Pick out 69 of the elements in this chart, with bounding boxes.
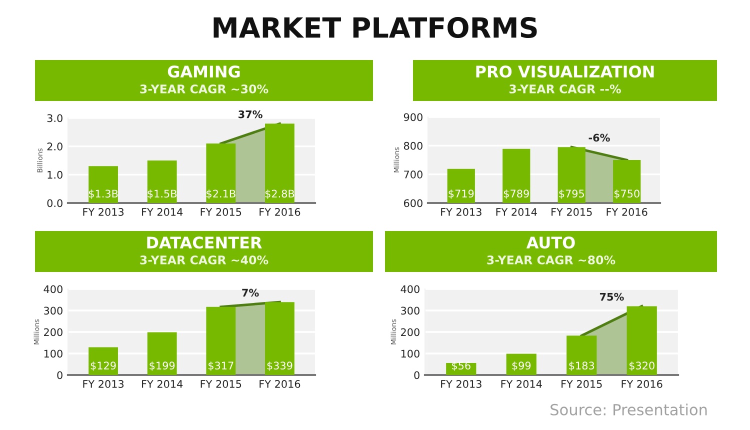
- data-label: $99: [512, 361, 531, 371]
- y-tick-label: 800: [404, 142, 422, 150]
- y-tick-label: 0: [414, 371, 420, 380]
- y-tick-label: 600: [404, 199, 422, 208]
- y-tick-label: 700: [404, 170, 422, 178]
- x-tick-label: FY 2016: [606, 208, 648, 216]
- x-tick-label: FY 2015: [552, 208, 592, 216]
- chart-subtitle: 3-YEAR CAGR ~30%: [140, 84, 268, 94]
- data-label: $129: [90, 361, 116, 371]
- bar: [147, 160, 177, 203]
- bar: [88, 166, 118, 203]
- x-tick-label: FY 2015: [562, 380, 602, 388]
- x-tick-label: FY 2015: [200, 208, 242, 216]
- chart-subtitle: 3-YEAR CAGR --%: [509, 84, 621, 94]
- y-tick-label: 0: [57, 371, 62, 380]
- annotation: 37%: [238, 110, 262, 118]
- y-tick-label: 3.0: [47, 114, 62, 122]
- bar: [88, 347, 118, 375]
- y-tick-label: 1.0: [48, 170, 62, 179]
- y-tick-label: 300: [401, 306, 420, 315]
- chart-subtitle: 3-YEAR CAGR ~40%: [140, 255, 268, 264]
- y-tick-label: 300: [44, 306, 62, 315]
- x-tick-label: FY 2014: [501, 380, 542, 388]
- x-tick-label: FY 2014: [142, 380, 183, 388]
- data-label: $183: [569, 361, 594, 371]
- y-tick-label: 900: [404, 113, 422, 122]
- x-tick-label: FY 2013: [83, 380, 124, 388]
- annotation: 75%: [600, 292, 624, 301]
- data-label: $317: [208, 361, 234, 371]
- y-tick-label: 200: [401, 328, 420, 336]
- x-tick-label: FY 2016: [260, 208, 300, 216]
- chart-title: GAMING: [168, 66, 240, 78]
- annotation: 7%: [242, 288, 259, 297]
- text: MARKET PLATFORMS: [214, 17, 537, 38]
- data-label: $339: [267, 361, 292, 371]
- bar: [147, 332, 177, 375]
- data-label: $2.8B: [265, 190, 294, 199]
- data-label: $199: [150, 361, 175, 371]
- data-label: $56: [452, 361, 470, 371]
- source-note: Source: Presentation: [550, 404, 707, 416]
- chart-title: DATACENTER: [147, 236, 262, 249]
- chart-title: PRO VISUALIZATION: [476, 66, 654, 78]
- data-label: $789: [504, 189, 529, 199]
- y-tick-label: 2.0: [47, 142, 62, 150]
- x-tick-label: FY 2014: [142, 208, 183, 216]
- x-tick-label: FY 2015: [200, 380, 242, 388]
- x-tick-label: FY 2016: [622, 380, 662, 388]
- x-tick-label: FY 2013: [441, 208, 482, 216]
- data-label: $1.3B: [88, 190, 118, 199]
- y-tick-label: 0.0: [47, 199, 62, 208]
- x-tick-label: FY 2016: [260, 380, 300, 388]
- bar: [506, 354, 536, 375]
- x-tick-label: FY 2013: [441, 380, 482, 388]
- data-label: $320: [629, 361, 654, 371]
- x-tick-label: FY 2013: [83, 208, 124, 216]
- y-tick-label: 400: [400, 285, 420, 294]
- y-tick-label: 400: [44, 285, 62, 294]
- y-tick-label: 100: [44, 350, 62, 358]
- annotation: -6%: [588, 134, 610, 142]
- x-tick-label: FY 2014: [496, 208, 537, 216]
- y-tick-label: 200: [44, 328, 62, 336]
- data-label: $1.5B: [148, 190, 177, 199]
- data-label: $2.1B: [206, 190, 236, 199]
- data-label: $795: [559, 189, 584, 199]
- data-label: $750: [614, 189, 640, 199]
- chart-title: AUTO: [526, 236, 575, 249]
- data-label: $719: [448, 189, 474, 199]
- y-tick-label: 100: [401, 350, 420, 358]
- chart-subtitle: 3-YEAR CAGR ~80%: [487, 255, 616, 264]
